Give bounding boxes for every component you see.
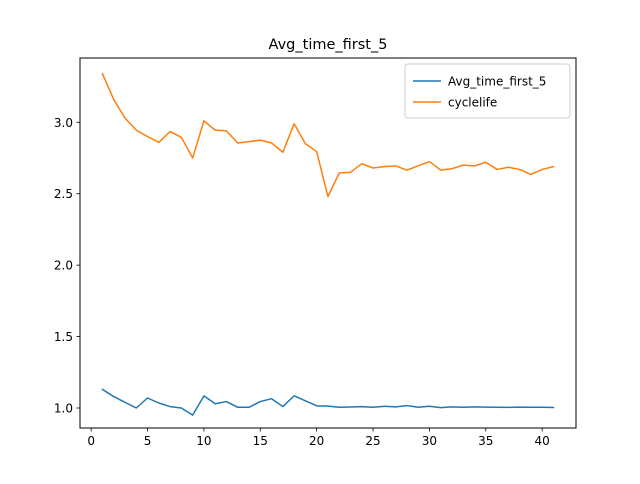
y-tick-label: 1.0	[54, 402, 73, 416]
y-tick-label: 1.5	[54, 330, 73, 344]
x-tick-label: 35	[478, 434, 493, 448]
plot-area-frame	[79, 57, 577, 429]
x-tick-label: 15	[253, 434, 268, 448]
x-tick-label: 0	[87, 434, 95, 448]
series-line-0	[101, 388, 555, 416]
legend-box	[404, 63, 571, 119]
y-tick-label: 2.5	[54, 187, 73, 201]
x-tick-label: 10	[196, 434, 211, 448]
chart-title: Avg_time_first_5	[269, 37, 388, 53]
y-axis: 1.0 1.5 2.0 2.5 3.0	[54, 116, 80, 416]
legend-label: cyclelife	[448, 96, 497, 110]
x-tick-label: 30	[422, 434, 437, 448]
y-tick-label: 3.0	[54, 116, 73, 130]
series-line-1	[101, 72, 555, 198]
series-layer	[101, 72, 555, 416]
x-tick-label: 20	[309, 434, 324, 448]
legend: Avg_time_first_5 cyclelife	[404, 63, 571, 119]
x-axis: 0 5 10 15 20 25 30 35 40	[87, 428, 550, 448]
x-tick-label: 5	[144, 434, 152, 448]
legend-label: Avg_time_first_5	[448, 75, 546, 89]
x-tick-label: 25	[365, 434, 380, 448]
y-tick-label: 2.0	[54, 259, 73, 273]
x-tick-label: 40	[535, 434, 550, 448]
